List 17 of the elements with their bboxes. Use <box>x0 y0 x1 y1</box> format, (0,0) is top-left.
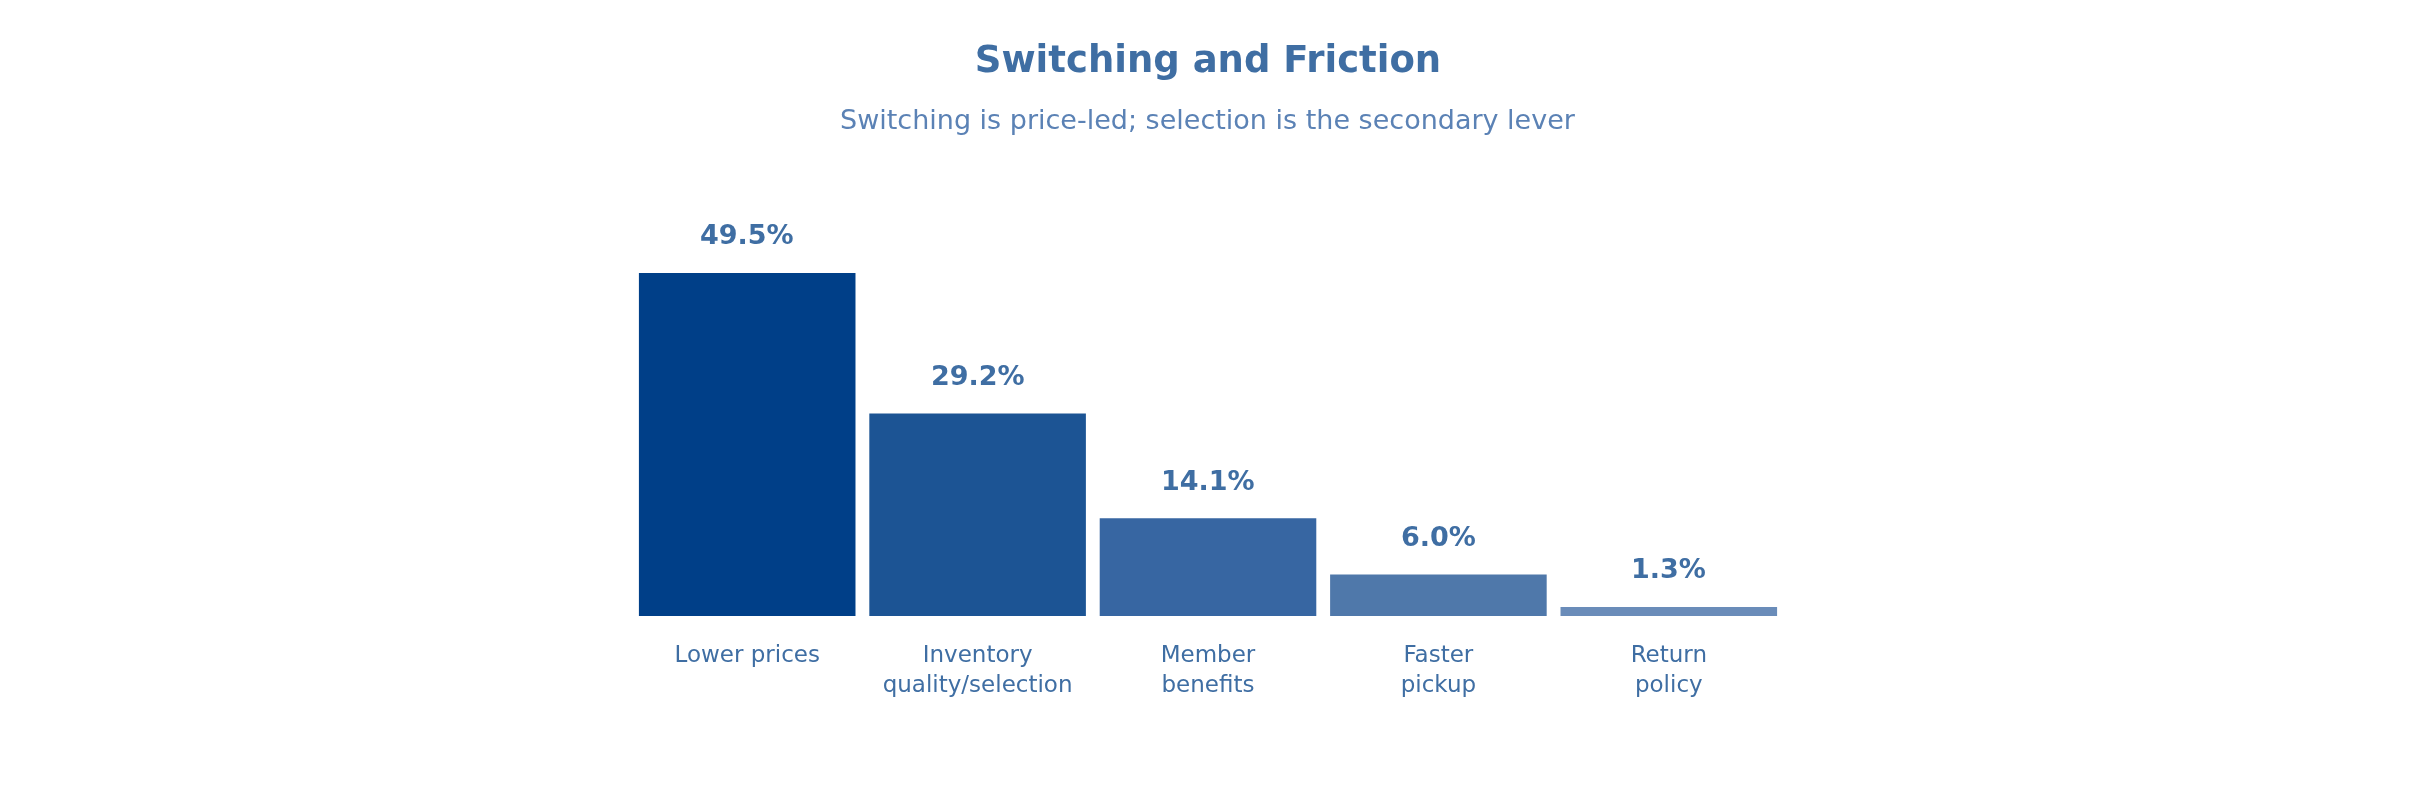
x-tick-label: Lower prices <box>674 641 820 667</box>
x-tick-label: Return policy <box>1630 641 1707 697</box>
bar <box>1560 606 1778 616</box>
chart-title: Switching and Friction <box>974 38 1442 81</box>
bar <box>638 272 856 616</box>
chart-subtitle: Switching is price-led; selection is the secondary lever <box>840 104 1576 135</box>
x-tick-label: Member benefits <box>1160 641 1256 697</box>
x-tick-label: Inventory quality/selection <box>882 641 1073 697</box>
data-label: 1.3% <box>1631 553 1706 584</box>
bar <box>1330 574 1547 616</box>
bar <box>1099 518 1317 616</box>
data-label: 29.2% <box>931 360 1025 391</box>
x-tick-label: Faster pickup <box>1400 641 1477 697</box>
bar <box>869 413 1086 616</box>
data-label: 49.5% <box>700 219 794 250</box>
data-label: 14.1% <box>1161 465 1255 496</box>
data-label: 6.0% <box>1401 521 1476 552</box>
